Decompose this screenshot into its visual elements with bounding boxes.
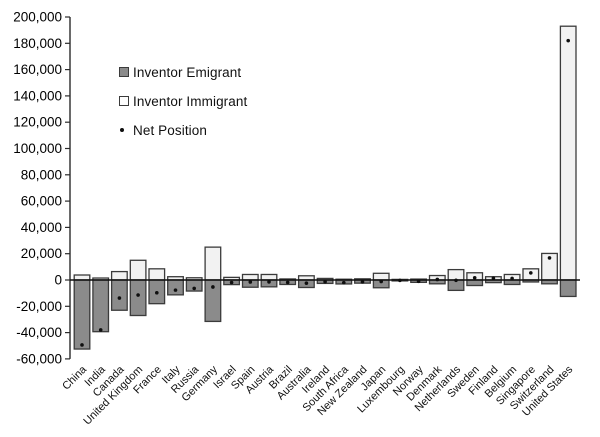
immigrant-bar-spain: [241, 273, 259, 281]
emigrant-bar-united-kingdom: [129, 279, 147, 317]
legend-marker-box: [119, 128, 133, 132]
immigrant-bar-germany: [204, 246, 222, 281]
legend-label-net-position: Net Position: [133, 122, 207, 138]
immigrant-bar-canada: [110, 270, 128, 281]
net-position-dot-finland: [491, 276, 496, 280]
y-tick-label--20-000: -20,000: [16, 299, 62, 314]
net-position-dot-united-states: [566, 38, 570, 43]
net-position-dot-australia: [304, 281, 309, 285]
net-position-dot-new-zealand: [360, 280, 365, 284]
y-tick-label-100-000: 100,000: [13, 141, 62, 156]
emigrant-bar-canada: [110, 279, 128, 311]
y-tick-label--40-000: -40,000: [16, 325, 62, 340]
legend-label-inventor-immigrant: Inventor Immigrant: [133, 93, 248, 109]
emigrant-swatch-icon: [119, 67, 129, 77]
legend-item-inventor-emigrant: Inventor Emigrant: [119, 62, 247, 82]
net-position-dot-italy: [173, 288, 178, 292]
immigrant-bar-united-states: [559, 25, 577, 281]
emigrant-bar-china: [73, 279, 91, 350]
net-position-dot-france: [155, 290, 159, 295]
net-position-dot-spain: [248, 280, 253, 284]
net-position-dot-canada: [117, 296, 122, 300]
immigrant-swatch-icon: [119, 96, 129, 106]
y-tick-label-80-000: 80,000: [21, 167, 62, 182]
net-position-dot-japan: [379, 279, 384, 284]
y-tick-label-140-000: 140,000: [13, 88, 62, 103]
y-tick-label-0: 0: [54, 273, 62, 288]
net-position-dot-sweden: [472, 275, 477, 280]
net-position-dot-ireland: [323, 279, 327, 284]
net-position-dot-united-kingdom: [136, 293, 140, 297]
y-tick-label-120-000: 120,000: [13, 115, 62, 130]
y-tick-label-60-000: 60,000: [21, 194, 62, 209]
net-position-dot-singapore: [529, 271, 533, 275]
net-position-dot-norway: [416, 279, 421, 284]
legend-label-inventor-emigrant: Inventor Emigrant: [133, 64, 242, 80]
net-position-dot-austria: [267, 280, 271, 284]
net-position-dot-germany: [211, 285, 215, 289]
net-position-dot-south-africa: [342, 280, 346, 285]
y-tick-label-180-000: 180,000: [13, 36, 62, 51]
net-position-dot-denmark: [435, 277, 440, 282]
immigrant-bar-japan: [372, 272, 390, 281]
emigrant-bar-india: [92, 279, 110, 333]
net-position-dot-china: [80, 343, 84, 347]
chart-legend: Inventor Emigrant Inventor Immigrant Net…: [119, 62, 247, 140]
immigrant-bar-france: [148, 268, 166, 281]
net-position-dot-belgium: [510, 276, 514, 281]
net-position-dot-india: [98, 328, 103, 332]
y-tick-label-200-000: 200,000: [13, 10, 62, 25]
net-position-dot-israel: [229, 280, 234, 285]
net-position-dot-icon: [120, 128, 124, 132]
emigrant-bar-united-states: [559, 279, 577, 298]
immigrant-bar-austria: [260, 273, 278, 281]
y-tick-label-40-000: 40,000: [21, 220, 62, 235]
net-position-dot-switzerland: [547, 256, 552, 260]
legend-item-inventor-immigrant: Inventor Immigrant: [119, 91, 247, 111]
net-position-dot-luxembourg: [398, 278, 402, 283]
y-tick-label--60-000: -60,000: [16, 351, 62, 366]
emigrant-bar-sweden: [466, 279, 484, 287]
legend-item-net-position: Net Position: [119, 120, 247, 140]
legend-marker-box: [119, 96, 133, 106]
net-position-dot-netherlands: [454, 278, 458, 283]
immigrant-bar-netherlands: [447, 268, 465, 281]
legend-marker-box: [119, 67, 133, 77]
y-tick-label-20-000: 20,000: [21, 246, 62, 261]
net-position-dot-brazil: [285, 280, 290, 285]
y-tick-label-160-000: 160,000: [13, 62, 62, 77]
immigrant-bar-united-kingdom: [129, 259, 147, 281]
emigrant-bar-italy: [167, 279, 184, 296]
net-position-dot-russia: [192, 286, 196, 291]
